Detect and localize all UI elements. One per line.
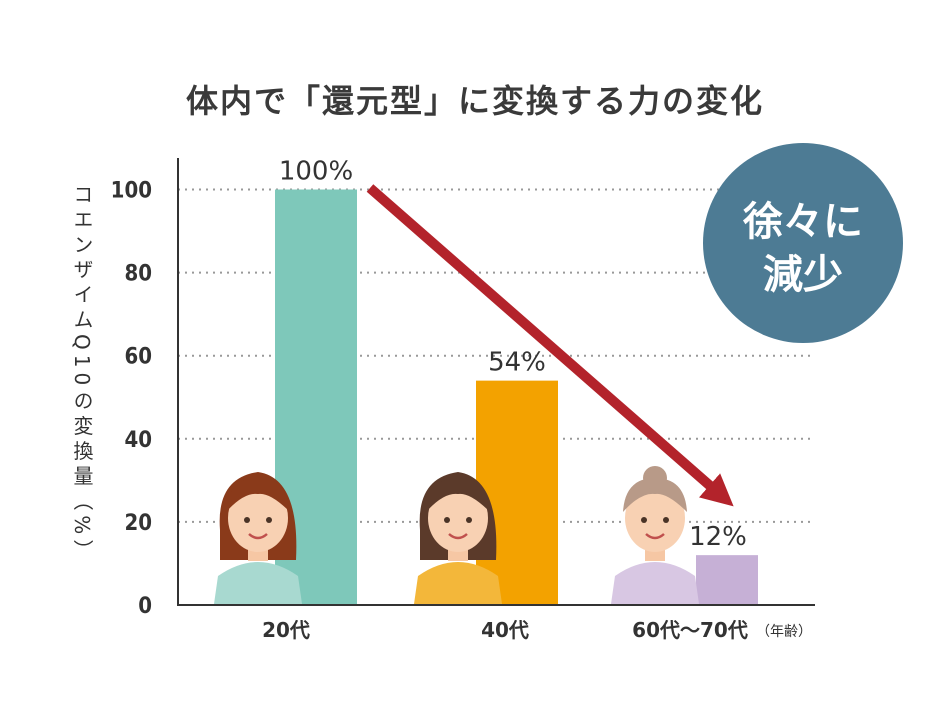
x-category-3: 60代〜70代 [632,618,748,642]
people-illustrations [214,466,699,604]
decrease-badge: 徐々に 減少 [703,143,903,343]
data-label-2: 54% [488,348,546,378]
x-unit-label: （年齢） [756,624,812,640]
data-labels: 100% 54% 12% [279,157,747,553]
bar-3 [696,555,758,605]
badge-circle [703,143,903,343]
x-category-1: 20代 [262,618,310,642]
x-category-2: 40代 [481,618,529,642]
y-axis-label: コエンザイムQ10の変換量（%） [70,184,94,565]
person-40s [414,472,502,604]
person-60s-70s [611,466,699,604]
bars [275,189,758,605]
badge-line2: 減少 [763,252,843,298]
data-label-1: 100% [279,157,353,187]
y-tick-label: 100 [111,179,152,204]
y-ticks: 0 20 40 60 80 100 [111,179,152,620]
y-tick-label: 40 [124,428,152,453]
y-tick-label: 80 [124,262,152,287]
y-tick-label: 60 [124,345,152,370]
badge-line1: 徐々に [742,199,863,245]
bar-2 [476,380,558,605]
data-label-3: 12% [689,522,747,552]
person-20s [214,472,302,604]
x-categories: 20代 40代 60代〜70代 [262,618,748,642]
decrease-arrow [366,184,734,507]
chart-title: 体内で「還元型」に変換する力の変化 [186,82,764,120]
y-tick-label: 20 [124,511,152,536]
y-tick-label: 0 [138,594,152,619]
